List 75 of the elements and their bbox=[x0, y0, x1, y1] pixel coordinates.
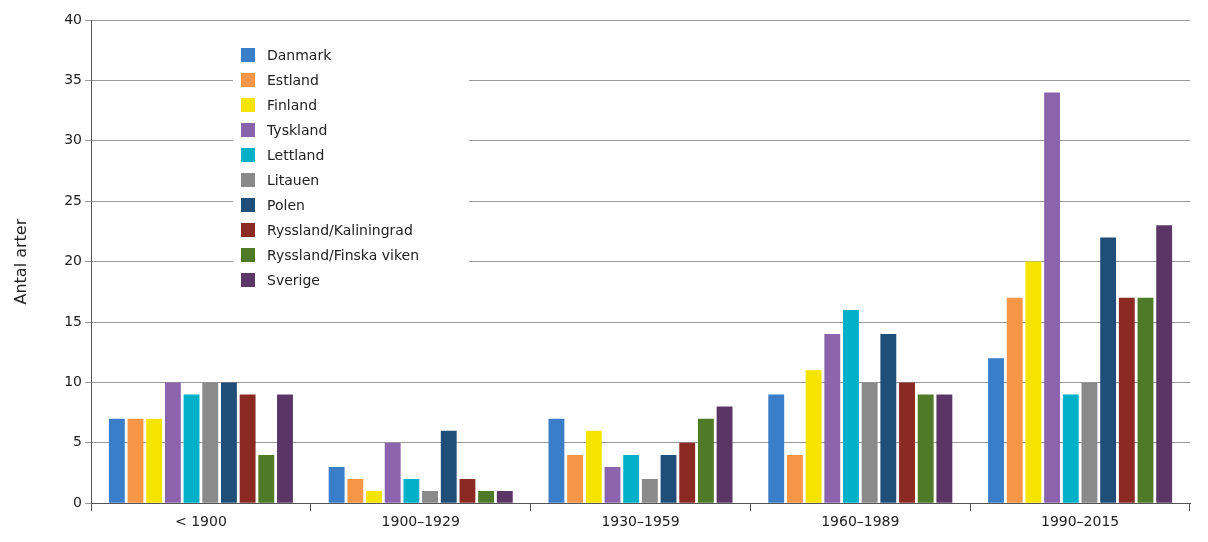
bar bbox=[478, 491, 495, 503]
bar bbox=[567, 454, 584, 503]
bar bbox=[422, 491, 438, 503]
bar bbox=[1156, 225, 1173, 503]
bar bbox=[824, 334, 841, 503]
legend-label: Tyskland bbox=[267, 121, 328, 138]
legend-label: Ryssland/Finska viken bbox=[267, 246, 420, 263]
bar bbox=[108, 418, 125, 503]
bar bbox=[277, 394, 293, 503]
bar bbox=[660, 454, 677, 503]
bar bbox=[496, 491, 513, 503]
bar bbox=[440, 430, 457, 503]
y-tick-label: 0 bbox=[73, 493, 83, 510]
legend-label: Danmark bbox=[267, 46, 332, 63]
bar bbox=[899, 382, 915, 503]
legend-label: Ryssland/Kaliningrad bbox=[267, 221, 413, 238]
x-tick-label: 1990–2015 bbox=[1040, 513, 1120, 530]
bar bbox=[1081, 382, 1098, 503]
legend-label: Estland bbox=[267, 71, 319, 88]
y-tick-label: 10 bbox=[64, 373, 83, 390]
bar bbox=[604, 466, 621, 503]
bar bbox=[127, 418, 144, 503]
bar bbox=[786, 454, 803, 503]
bar bbox=[880, 334, 897, 503]
y-axis-title: Antal arter bbox=[10, 218, 30, 305]
bar bbox=[1006, 297, 1023, 503]
bar bbox=[1100, 237, 1117, 503]
x-tick-label: 1900–1929 bbox=[381, 513, 460, 530]
bar bbox=[843, 309, 859, 503]
bar bbox=[1044, 92, 1061, 503]
y-tick-label: 30 bbox=[64, 131, 83, 148]
bar bbox=[679, 442, 696, 503]
bar bbox=[384, 442, 401, 503]
bar bbox=[716, 406, 733, 503]
bar bbox=[1025, 261, 1042, 503]
y-tick-label: 15 bbox=[64, 312, 83, 329]
legend-label: Lettland bbox=[267, 146, 325, 163]
bar bbox=[548, 418, 565, 503]
x-tick-label: < 1900 bbox=[175, 513, 227, 530]
bar bbox=[768, 394, 785, 503]
legend-label: Sverige bbox=[267, 271, 320, 288]
bar bbox=[366, 491, 382, 503]
bar bbox=[1118, 297, 1135, 503]
bar bbox=[1062, 394, 1079, 503]
legend-label: Polen bbox=[267, 196, 305, 213]
y-tick-label: 5 bbox=[73, 433, 83, 450]
bar bbox=[258, 454, 275, 503]
bar bbox=[202, 382, 219, 503]
y-tick-label: 40 bbox=[64, 10, 83, 27]
bar bbox=[183, 394, 200, 503]
y-tick-label: 25 bbox=[64, 191, 83, 208]
bar bbox=[623, 454, 640, 503]
legend-label: Litauen bbox=[267, 171, 320, 188]
bar bbox=[239, 394, 256, 503]
bar bbox=[641, 479, 658, 503]
bar bbox=[917, 394, 934, 503]
bar bbox=[146, 418, 163, 503]
bar bbox=[347, 479, 364, 503]
bar bbox=[403, 479, 420, 503]
bar bbox=[459, 479, 476, 503]
bar bbox=[697, 418, 714, 503]
bar bbox=[328, 466, 345, 503]
y-tick-label: 35 bbox=[64, 71, 83, 88]
bar bbox=[936, 394, 953, 503]
x-tick-label: 1960–1989 bbox=[821, 513, 900, 530]
x-tick-label: 1930–1959 bbox=[601, 513, 680, 530]
bar bbox=[585, 430, 602, 503]
bar bbox=[221, 382, 237, 503]
bar bbox=[1137, 297, 1154, 503]
bar bbox=[164, 382, 181, 503]
bar bbox=[861, 382, 878, 503]
y-tick-label: 20 bbox=[64, 252, 83, 269]
legend-label: Finland bbox=[267, 96, 318, 113]
bar bbox=[988, 358, 1004, 503]
bar bbox=[805, 370, 822, 503]
